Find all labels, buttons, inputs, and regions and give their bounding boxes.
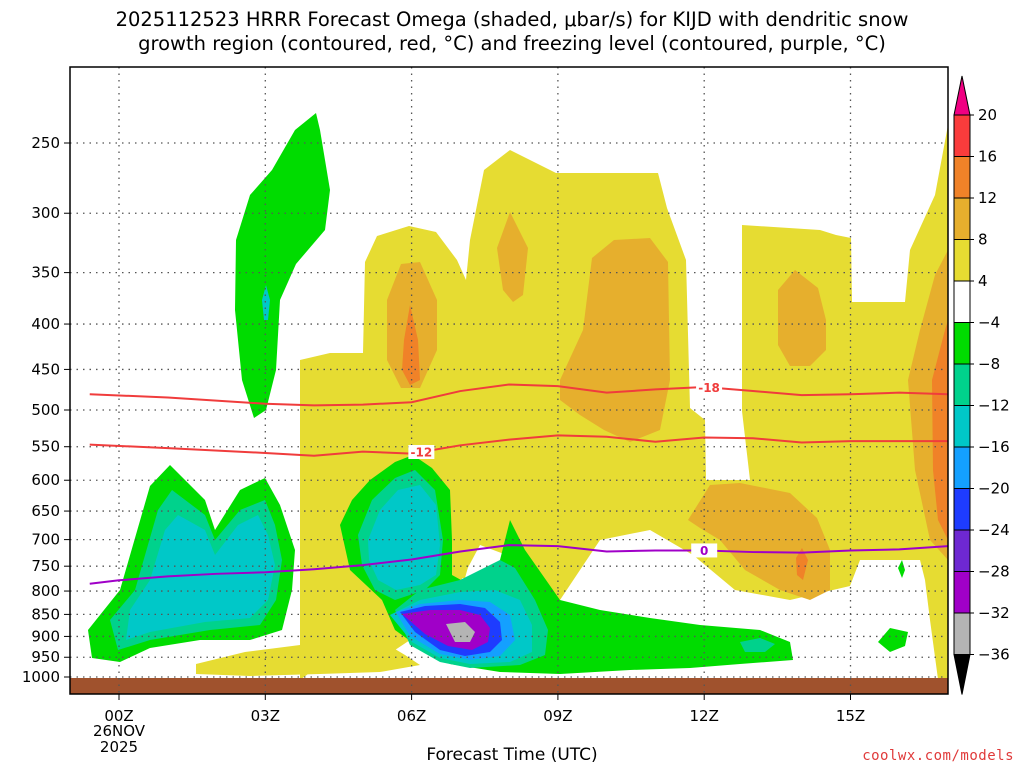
omega-band-neg4-neg8 [235,113,330,418]
y-tick-label: 550 [31,438,60,456]
y-tick-label: 750 [31,557,60,575]
x-tick-label: 15Z [836,707,865,725]
y-tick-label: 350 [31,264,60,282]
contour-label-freezing_level: 0 [700,544,708,558]
y-tick-label: 850 [31,605,60,623]
omega-band-4-8-lower [196,610,420,676]
chart-title-line2: growth region (contoured, red, °C) and f… [138,32,886,55]
x-tick-label: 12Z [690,707,719,725]
omega-band-neg4-neg8-bar [262,285,270,320]
y-tick-label: 500 [31,401,60,419]
colorbar-swatch [953,239,971,282]
y-tick-label: 450 [31,360,60,378]
omega-band-neg4-neg8-blob [878,628,908,652]
omega-band-4-8-pocket [450,535,470,578]
colorbar-label: −32 [978,604,1010,622]
omega-band-neg8-neg12 [740,638,775,652]
x-tick-label: 00Z [104,707,133,725]
contour-label-dendritic_lower: -12 [411,445,433,459]
y-tick-label: 600 [31,471,60,489]
colorbar-label: −4 [978,314,1000,332]
x-axis-label: Forecast Time (UTC) [426,745,598,765]
colorbar: 20 16 12 8 4 −4 −8 −12 −16 −20 −24 −28 −32 −36 [953,75,1010,695]
x-tick-label: 03Z [251,707,280,725]
colorbar-label: −20 [978,480,1010,498]
x-date-label: 2025 [100,738,138,756]
omega-band-8-12 [688,483,830,600]
omega-band-12-16 [796,548,808,580]
colorbar-label: −16 [978,438,1010,456]
contour-label-dendritic_upper: -18 [698,381,720,395]
credit-link[interactable]: coolwx.com/models [862,748,1014,764]
colorbar-swatch [953,280,971,323]
omega-band-4-8-blob [310,565,328,610]
x-date-label: 26NOV [93,722,146,740]
y-tick-label: 650 [31,502,60,520]
colorbar-top-arrow [953,75,971,116]
omega-band-8-12 [497,212,528,302]
contour-dendritic_lower [89,434,948,457]
colorbar-swatch [953,612,971,655]
y-tick-label: 900 [31,627,60,645]
colorbar-swatch [953,363,971,406]
y-tick-label: 950 [31,648,60,666]
gridlines [70,67,948,694]
chart-title-line1: 2025112523 HRRR Forecast Omega (shaded, … [115,8,909,31]
y-tick-label: 250 [31,134,60,152]
x-tick-label: 09Z [543,707,572,725]
contour-label-bg [691,543,718,558]
plot-frame [69,66,949,695]
y-tick-label: 800 [31,582,60,600]
colorbar-label: 8 [978,231,988,249]
colorbar-swatch [953,405,971,448]
colorbar-swatch [953,529,971,572]
temperature-contours: -18 -12 0 [89,380,948,585]
contour-label-bg [696,380,723,395]
ground-surface [70,678,948,694]
y-axis-ticks: 250 300 350 400 450 500 550 600 650 700 750 800 850 9… [22,134,70,686]
colorbar-swatch [953,114,971,157]
omega-band-neg4-neg8-blob [898,560,905,578]
omega-band-12-16 [932,320,948,540]
omega-band-neg12-neg16 [126,515,275,640]
y-tick-label: 300 [31,204,60,222]
contour-freezing_level [89,544,948,585]
x-tick-label: 06Z [397,707,426,725]
colorbar-swatch [953,322,971,365]
colorbar-label: 4 [978,272,988,290]
colorbar-label: −12 [978,397,1010,415]
colorbar-swatch [953,197,971,240]
colorbar-swatch [953,571,971,614]
y-tick-label: 1000 [22,668,60,686]
omega-band-8-12 [778,270,826,366]
colorbar-label: −36 [978,646,1010,664]
colorbar-label: −28 [978,563,1010,581]
colorbar-label: −8 [978,355,1000,373]
y-tick-label: 700 [31,531,60,549]
y-tick-label: 400 [31,315,60,333]
colorbar-label: −24 [978,521,1010,539]
colorbar-label: 16 [978,148,997,166]
colorbar-bottom-arrow [953,654,971,695]
colorbar-label: 20 [978,106,997,124]
contour-dendritic_upper [89,383,948,407]
contour-label-bg [408,444,435,459]
colorbar-swatch [953,446,971,489]
colorbar-swatch [953,156,971,199]
colorbar-swatch [953,488,971,531]
colorbar-label: 12 [978,189,997,207]
omega-band-12-16 [402,305,420,385]
